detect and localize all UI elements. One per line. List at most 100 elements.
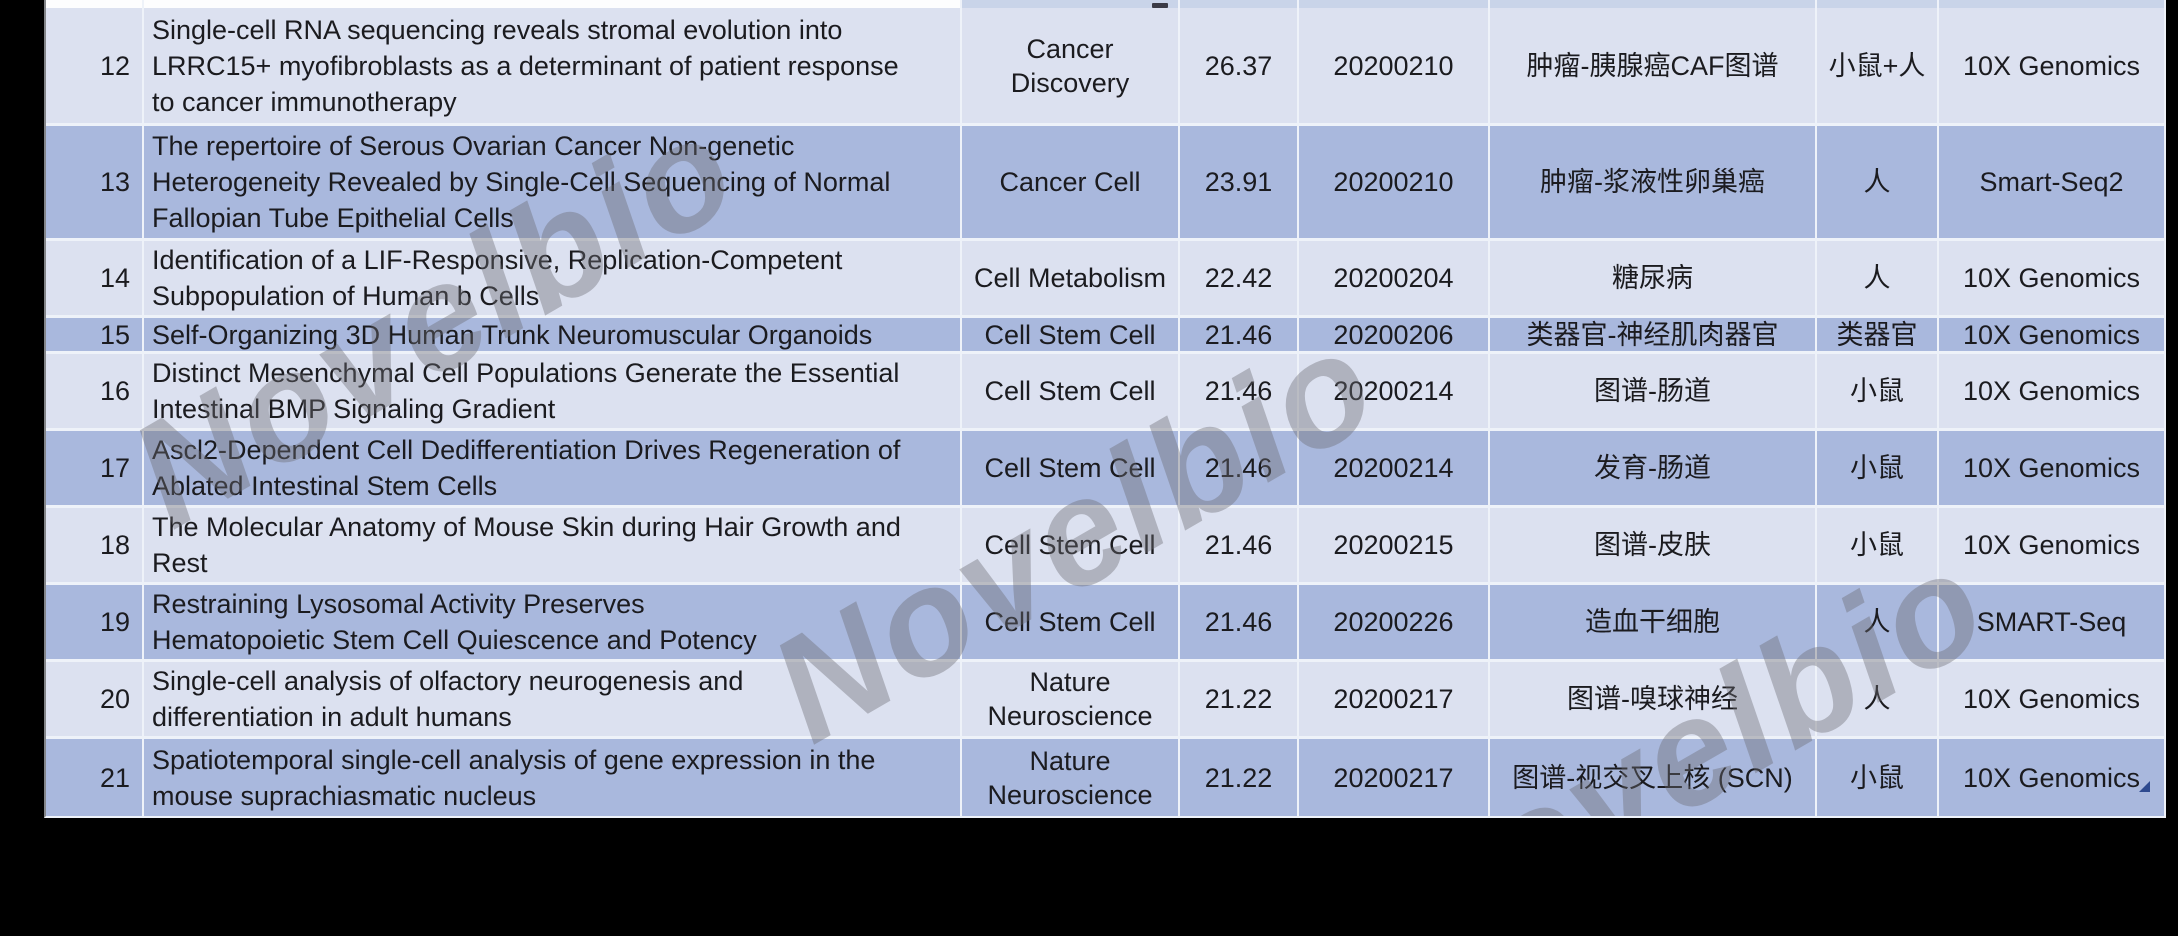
- cell-category[interactable]: 糖尿病: [1488, 241, 1815, 315]
- cell-journal[interactable]: Cell Stem Cell: [960, 508, 1178, 582]
- cell-impact-factor[interactable]: 21.46: [1178, 508, 1297, 582]
- partial-cell: [142, 0, 960, 8]
- cell-row-number[interactable]: 15: [99, 319, 130, 350]
- table-row: 14 Identification of a LIF-Responsive, R…: [46, 238, 2164, 315]
- cell-species[interactable]: 小鼠: [1815, 354, 1937, 428]
- cell-platform[interactable]: 10X Genomics: [1937, 354, 2164, 428]
- cell-date[interactable]: 20200210: [1297, 8, 1488, 123]
- partial-cell: [960, 0, 1178, 8]
- cell-impact-factor[interactable]: 21.46: [1178, 431, 1297, 505]
- cell-category[interactable]: 图谱-视交叉上核 (SCN): [1488, 739, 1815, 816]
- cell-row-number[interactable]: 16: [99, 376, 130, 406]
- cell-date[interactable]: 20200226: [1297, 585, 1488, 659]
- cell-category[interactable]: 造血干细胞: [1488, 585, 1815, 659]
- cell-platform[interactable]: 10X Genomics: [1937, 8, 2164, 123]
- table-row: 13 The repertoire of Serous Ovarian Canc…: [46, 123, 2164, 238]
- cell-category[interactable]: 发育-肠道: [1488, 431, 1815, 505]
- cell-impact-factor[interactable]: 21.22: [1178, 662, 1297, 736]
- cell-journal[interactable]: Nature Neuroscience: [960, 662, 1178, 736]
- cell-date[interactable]: 20200217: [1297, 662, 1488, 736]
- table-row: 15 Self-Organizing 3D Human Trunk Neurom…: [46, 315, 2164, 351]
- cell-journal[interactable]: Cancer Discovery: [960, 8, 1178, 123]
- cell-journal[interactable]: Cell Stem Cell: [960, 354, 1178, 428]
- cell-category[interactable]: 肿瘤-胰腺癌CAF图谱: [1488, 8, 1815, 123]
- cell-paper-title[interactable]: The Molecular Anatomy of Mouse Skin duri…: [142, 508, 960, 582]
- cell-impact-factor[interactable]: 21.46: [1178, 585, 1297, 659]
- cell-paper-title[interactable]: Distinct Mesenchymal Cell Populations Ge…: [142, 354, 960, 428]
- partial-row-top: [46, 0, 2164, 8]
- table-row: 12 Single-cell RNA sequencing reveals st…: [46, 8, 2164, 123]
- cell-journal[interactable]: Cancer Cell: [960, 126, 1178, 238]
- text-descender-fragment: [1152, 3, 1168, 8]
- table-row: 16 Distinct Mesenchymal Cell Populations…: [46, 351, 2164, 428]
- cell-date[interactable]: 20200214: [1297, 431, 1488, 505]
- partial-cell: [1178, 0, 1297, 8]
- publications-table: 12 Single-cell RNA sequencing reveals st…: [44, 0, 2166, 818]
- cell-paper-title[interactable]: Restraining Lysosomal Activity Preserves…: [142, 585, 960, 659]
- cell-platform[interactable]: 10X Genomics: [1937, 662, 2164, 736]
- cell-paper-title[interactable]: The repertoire of Serous Ovarian Cancer …: [142, 126, 960, 238]
- cell-journal[interactable]: Nature Neuroscience: [960, 739, 1178, 816]
- cell-species[interactable]: 小鼠: [1815, 739, 1937, 816]
- cell-platform[interactable]: 10X Genomics: [1937, 739, 2164, 816]
- cell-platform[interactable]: 10X Genomics: [1937, 508, 2164, 582]
- partial-cell: [1488, 0, 1815, 8]
- cell-paper-title[interactable]: Identification of a LIF-Responsive, Repl…: [142, 241, 960, 315]
- cell-platform[interactable]: SMART-Seq: [1937, 585, 2164, 659]
- cell-category[interactable]: 类器官-神经肌肉器官: [1488, 318, 1815, 351]
- cell-row-number[interactable]: 17: [99, 453, 130, 483]
- cell-row-number[interactable]: 19: [99, 607, 130, 637]
- cell-paper-title[interactable]: Single-cell analysis of olfactory neurog…: [142, 662, 960, 736]
- cell-species[interactable]: 人: [1815, 585, 1937, 659]
- cell-row-number[interactable]: 21: [99, 762, 130, 793]
- cell-journal[interactable]: Cell Stem Cell: [960, 318, 1178, 351]
- cell-impact-factor[interactable]: 21.46: [1178, 318, 1297, 351]
- cell-impact-factor[interactable]: 22.42: [1178, 241, 1297, 315]
- partial-cell: [1937, 0, 2164, 8]
- cell-date[interactable]: 20200214: [1297, 354, 1488, 428]
- cell-impact-factor[interactable]: 21.22: [1178, 739, 1297, 816]
- cell-platform[interactable]: Smart-Seq2: [1937, 126, 2164, 238]
- cell-platform[interactable]: 10X Genomics: [1937, 431, 2164, 505]
- cell-date[interactable]: 20200210: [1297, 126, 1488, 238]
- cell-species[interactable]: 人: [1815, 126, 1937, 238]
- cell-platform[interactable]: 10X Genomics: [1937, 318, 2164, 351]
- partial-cell: [46, 0, 142, 8]
- cell-category[interactable]: 图谱-皮肤: [1488, 508, 1815, 582]
- table-row: 17 Ascl2-Dependent Cell Dedifferentiatio…: [46, 428, 2164, 505]
- cell-platform[interactable]: 10X Genomics: [1937, 241, 2164, 315]
- cell-journal[interactable]: Cell Stem Cell: [960, 431, 1178, 505]
- cell-impact-factor[interactable]: 21.46: [1178, 354, 1297, 428]
- cell-date[interactable]: 20200204: [1297, 241, 1488, 315]
- cell-journal[interactable]: Cell Stem Cell: [960, 585, 1178, 659]
- cell-paper-title[interactable]: Ascl2-Dependent Cell Dedifferentiation D…: [142, 431, 960, 505]
- cell-row-number[interactable]: 13: [99, 167, 130, 197]
- table-row: 21 Spatiotemporal single-cell analysis o…: [46, 736, 2164, 816]
- cell-category[interactable]: 图谱-嗅球神经: [1488, 662, 1815, 736]
- cell-impact-factor[interactable]: 26.37: [1178, 8, 1297, 123]
- cell-row-number[interactable]: 18: [99, 530, 130, 560]
- cell-date[interactable]: 20200215: [1297, 508, 1488, 582]
- cell-impact-factor[interactable]: 23.91: [1178, 126, 1297, 238]
- cell-row-number[interactable]: 14: [99, 263, 130, 293]
- cell-category[interactable]: 图谱-肠道: [1488, 354, 1815, 428]
- cell-date[interactable]: 20200217: [1297, 739, 1488, 816]
- cell-row-number[interactable]: 12: [99, 50, 130, 81]
- cell-date[interactable]: 20200206: [1297, 318, 1488, 351]
- cell-species[interactable]: 小鼠: [1815, 431, 1937, 505]
- cell-species[interactable]: 人: [1815, 241, 1937, 315]
- cell-journal[interactable]: Cell Metabolism: [960, 241, 1178, 315]
- cell-paper-title[interactable]: Single-cell RNA sequencing reveals strom…: [142, 8, 960, 123]
- cell-species[interactable]: 人: [1815, 662, 1937, 736]
- cell-corner-resize-handle[interactable]: [2139, 781, 2150, 792]
- cell-category[interactable]: 肿瘤-浆液性卵巢癌: [1488, 126, 1815, 238]
- cell-species[interactable]: 类器官: [1815, 318, 1937, 351]
- table-row: 20 Single-cell analysis of olfactory neu…: [46, 659, 2164, 736]
- partial-cell: [1815, 0, 1937, 8]
- cell-paper-title[interactable]: Self-Organizing 3D Human Trunk Neuromusc…: [142, 318, 960, 351]
- cell-species[interactable]: 小鼠: [1815, 508, 1937, 582]
- cell-species[interactable]: 小鼠+人: [1815, 8, 1937, 123]
- cell-paper-title[interactable]: Spatiotemporal single-cell analysis of g…: [142, 739, 960, 816]
- cell-row-number[interactable]: 20: [99, 684, 130, 714]
